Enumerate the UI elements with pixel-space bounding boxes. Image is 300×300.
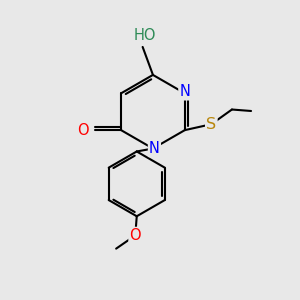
Text: HO: HO bbox=[134, 28, 156, 43]
Text: O: O bbox=[130, 228, 141, 243]
Text: N: N bbox=[149, 141, 160, 156]
Text: N: N bbox=[179, 84, 190, 99]
Text: S: S bbox=[206, 117, 216, 132]
Text: O: O bbox=[78, 123, 89, 138]
